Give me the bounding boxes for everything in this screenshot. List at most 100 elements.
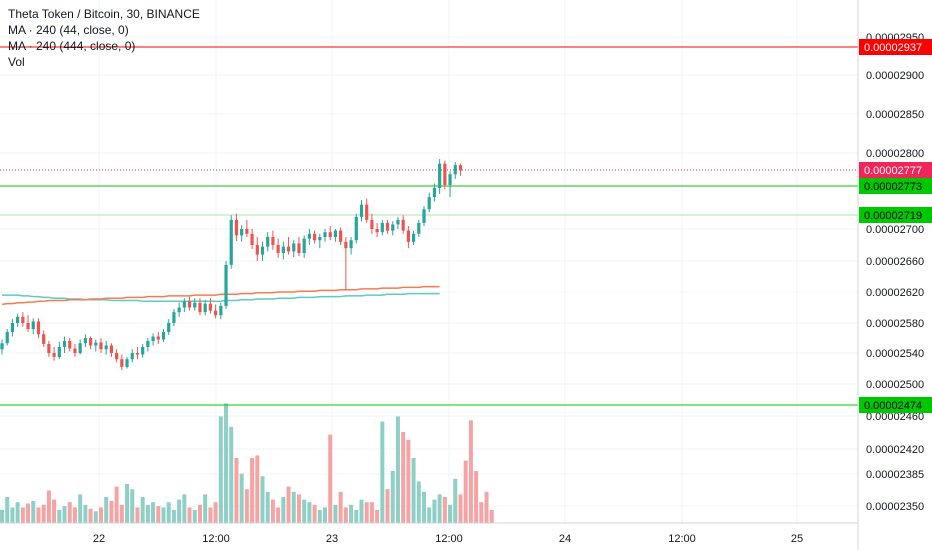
volume-bar [401, 432, 406, 523]
candle-body [52, 353, 56, 357]
volume-bar [432, 499, 437, 523]
time-tick-label: 12:00 [668, 533, 696, 545]
candle-body [370, 219, 374, 229]
candle-body [182, 301, 186, 308]
volume-bar [453, 478, 458, 523]
candle [250, 229, 254, 249]
candle [328, 225, 332, 241]
candle-body [255, 245, 259, 255]
volume-bar [354, 510, 359, 523]
candle-body [21, 316, 25, 323]
volume-bar [343, 507, 348, 523]
volume-bar [10, 507, 15, 523]
price-label-text: 0.00002937 [864, 42, 922, 54]
price-label-text: 0.00002719 [864, 210, 922, 222]
candle [333, 229, 338, 242]
volume-bar [265, 491, 270, 523]
price-tick-label: 0.00002420 [866, 444, 924, 456]
volume-bar [411, 458, 416, 523]
candle [453, 162, 457, 179]
horizontal-lines[interactable] [0, 46, 858, 406]
candle-body [240, 229, 244, 236]
candle-body [167, 323, 171, 332]
candle [271, 230, 275, 250]
candle-body [344, 241, 348, 249]
candle-body [318, 237, 322, 241]
candle-body [245, 229, 249, 234]
candle-body [323, 232, 327, 237]
volume-bar [234, 458, 239, 523]
candle [443, 160, 447, 190]
candle-body [219, 305, 223, 316]
price-tick-label: 0.00002580 [866, 318, 924, 330]
volume-bar [291, 491, 296, 523]
candle-body [401, 219, 405, 231]
candle [52, 347, 56, 361]
candle-body [198, 302, 202, 313]
candle [68, 338, 72, 352]
candle [141, 344, 145, 358]
candle [78, 339, 82, 355]
candle [0, 339, 4, 355]
candle [417, 219, 421, 237]
ma-slow-legend[interactable]: MA · 240 (444, close, 0) [8, 39, 136, 53]
candle [349, 237, 353, 255]
candle-body [161, 332, 166, 340]
ma-fast-legend[interactable]: MA · 240 (44, close, 0) [8, 23, 129, 37]
candle-body [422, 209, 426, 223]
candle [245, 219, 249, 237]
volume-bar [296, 494, 301, 523]
candle-body [271, 237, 275, 245]
candle-body [42, 334, 46, 344]
candle [42, 330, 46, 347]
volume-bar [333, 504, 338, 523]
volume-bar [489, 510, 494, 523]
candle [266, 232, 270, 252]
candle-body [432, 187, 437, 198]
candle-body [151, 336, 155, 341]
symbol-title[interactable]: Theta Token / Bitcoin, 30, BINANCE [8, 7, 200, 21]
volume-bar [375, 510, 380, 523]
price-label-text: 0.00002773 [864, 181, 922, 193]
candle [21, 312, 25, 327]
volume-bar [67, 502, 72, 523]
chart-legend: Theta Token / Bitcoin, 30, BINANCE MA · … [8, 6, 200, 70]
price-tick-label: 0.00002350 [866, 501, 924, 513]
candle-body [135, 353, 140, 355]
price-tick-label: 0.00002800 [866, 148, 924, 160]
candle [219, 302, 223, 320]
candle-body [359, 204, 364, 217]
volume-bar [307, 502, 312, 523]
candle [146, 338, 150, 352]
volume-bar [260, 476, 265, 523]
candle [234, 213, 239, 241]
candle-body [313, 233, 317, 241]
candle-body [88, 338, 93, 346]
candle [359, 200, 364, 222]
volume-bar [286, 486, 291, 523]
volume-bar [250, 458, 255, 523]
candle [177, 302, 181, 317]
candle [292, 240, 296, 257]
volume-bars [0, 403, 494, 523]
volume-legend[interactable]: Vol [8, 55, 25, 69]
candle [344, 237, 348, 291]
volume-bar [135, 507, 140, 523]
price-tick-label: 0.00002385 [866, 469, 924, 481]
candle [240, 225, 244, 242]
candle-body [208, 303, 212, 311]
volume-bar [177, 499, 182, 523]
candle [182, 298, 186, 313]
candle-body [438, 163, 442, 188]
candle [208, 298, 212, 314]
volume-bar [484, 491, 489, 523]
candle [16, 313, 20, 327]
volume-bar [218, 416, 223, 523]
candle [125, 356, 129, 369]
volume-bar [57, 510, 62, 523]
volume-bar [109, 500, 114, 523]
candle [5, 329, 9, 346]
candle-body [391, 224, 395, 231]
